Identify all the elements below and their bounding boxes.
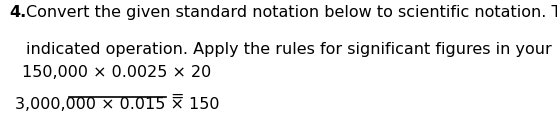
Text: =: = bbox=[170, 89, 184, 104]
Text: 4.: 4. bbox=[9, 5, 27, 20]
Text: 150,000 × 0.0025 × 20: 150,000 × 0.0025 × 20 bbox=[22, 65, 212, 80]
Text: indicated operation. Apply the rules for significant figures in your final answe: indicated operation. Apply the rules for… bbox=[26, 42, 557, 57]
Text: Convert the given standard notation below to scientific notation. Then, perform : Convert the given standard notation belo… bbox=[26, 5, 557, 20]
Text: 3,000,000 × 0.015 × 150: 3,000,000 × 0.015 × 150 bbox=[14, 98, 219, 112]
